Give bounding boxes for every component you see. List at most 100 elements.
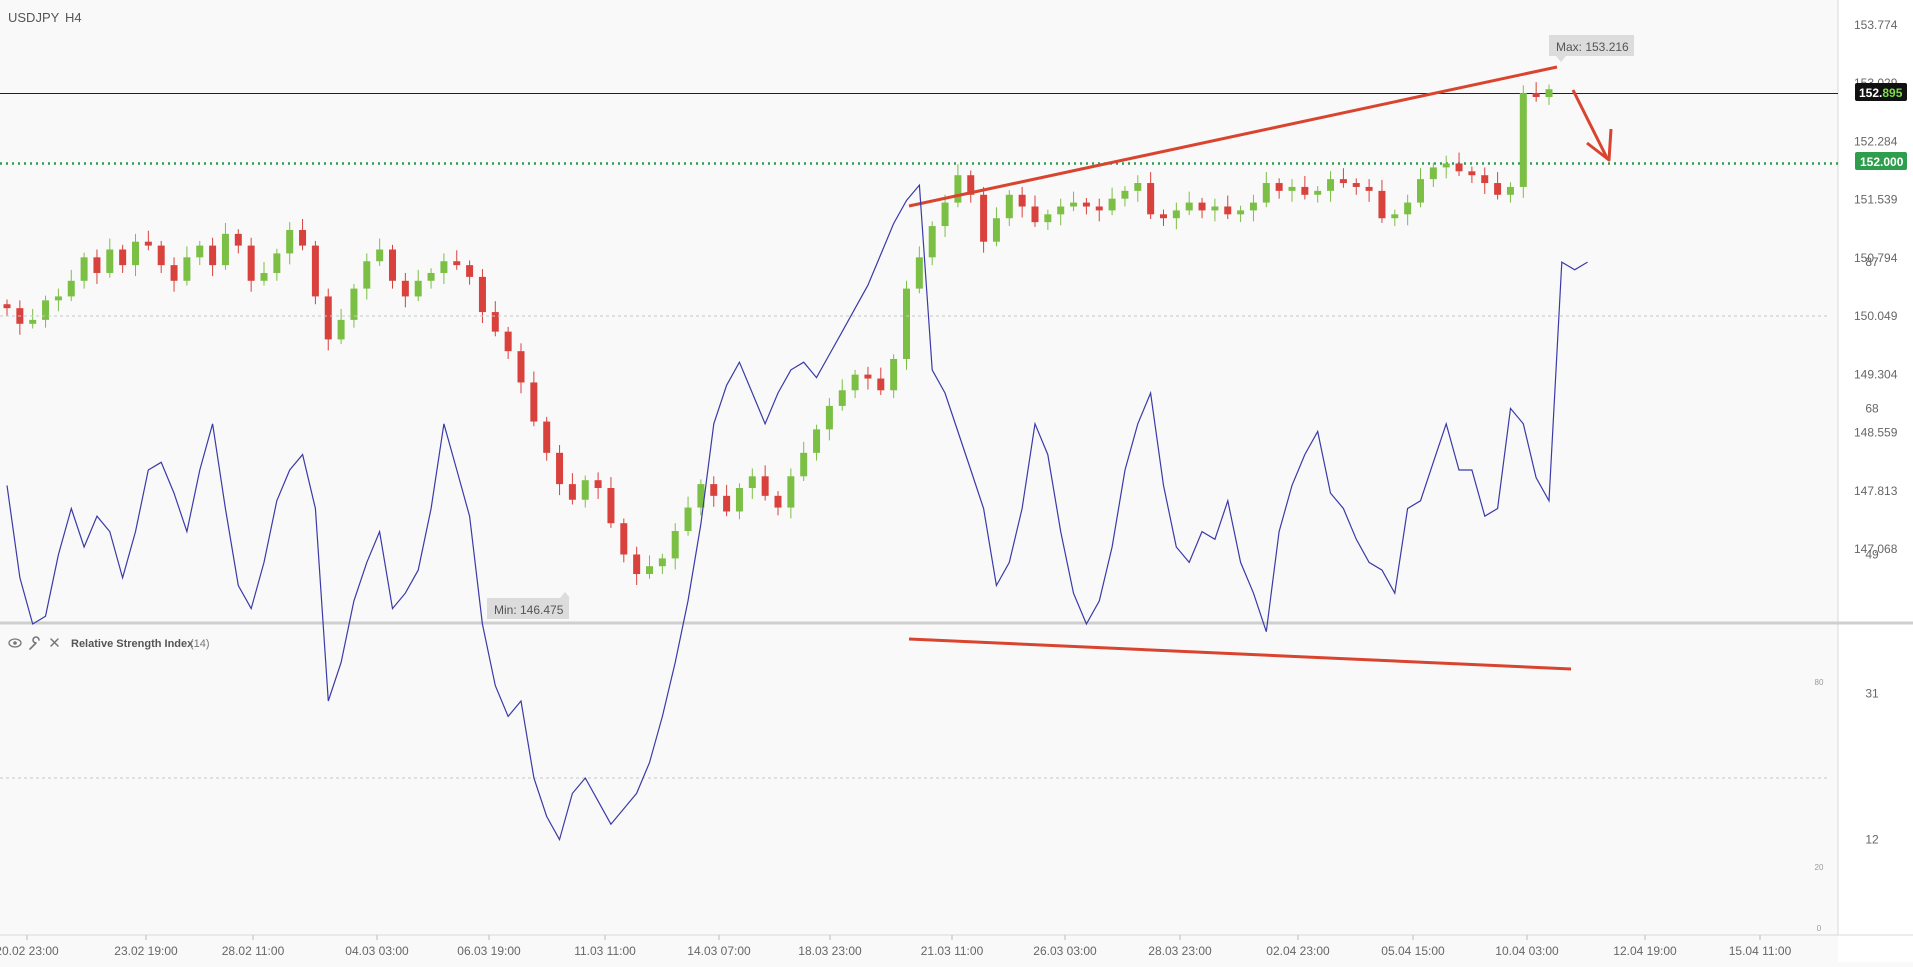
time-tick-label: 04.03 03:00: [345, 944, 409, 958]
time-tick-label: 06.03 19:00: [457, 944, 521, 958]
candle-body: [1211, 206, 1218, 210]
rsi-oversold-label: 20: [1815, 863, 1824, 872]
candle-body: [492, 312, 499, 332]
candle-body: [81, 257, 88, 280]
candle-body: [646, 566, 653, 574]
time-tick-label: 12.04 19:00: [1613, 944, 1677, 958]
candle-body: [286, 230, 293, 253]
candle-body: [685, 508, 692, 531]
candle-body: [196, 246, 203, 258]
candle-body: [68, 281, 75, 297]
candle-body: [954, 175, 961, 202]
candle-body: [826, 406, 833, 429]
candle-body: [1314, 191, 1321, 195]
candle-body: [248, 246, 255, 281]
candle-body: [1006, 195, 1013, 218]
candle-body: [29, 320, 36, 324]
time-tick-label: 11.03 11:00: [574, 944, 636, 958]
candle-body: [312, 246, 319, 297]
candle-body: [55, 296, 62, 300]
price-tick-label: 153.774: [1854, 18, 1898, 32]
candle-body: [1417, 179, 1424, 202]
candle-body: [787, 476, 794, 507]
candle-body: [1378, 191, 1385, 218]
candle-body: [363, 261, 370, 288]
candle-body: [595, 480, 602, 488]
candle-body: [942, 203, 949, 226]
candle-body: [1289, 187, 1296, 191]
rsi-tick-label: 68: [1865, 401, 1879, 415]
candle-body: [145, 242, 152, 246]
candle-body: [1237, 210, 1244, 214]
candle-body: [158, 246, 165, 266]
candle-body: [582, 480, 589, 500]
candle-body: [852, 375, 859, 391]
rsi-param: (14): [190, 638, 210, 650]
candle-body: [890, 359, 897, 390]
candle-body: [659, 558, 666, 566]
candle-body: [1391, 214, 1398, 218]
rsi-title: Relative Strength Index: [71, 638, 194, 650]
candle-body: [171, 265, 178, 281]
min-label: Min: 146.475: [494, 603, 564, 617]
candle-body: [1494, 183, 1501, 195]
candle-body: [749, 476, 756, 488]
rsi-tick-label: 12: [1865, 833, 1879, 847]
candle-body: [518, 351, 525, 382]
candle-body: [839, 390, 846, 406]
candle-body: [1468, 171, 1475, 175]
time-tick-label: 26.03 03:00: [1033, 944, 1097, 958]
candle-body: [1186, 203, 1193, 211]
candle-body: [1160, 214, 1167, 218]
candle-body: [1083, 203, 1090, 207]
candle-body: [338, 320, 345, 340]
candle-body: [1250, 203, 1257, 211]
candle-body: [710, 484, 717, 496]
candle-body: [633, 554, 640, 574]
candle-body: [209, 246, 216, 266]
price-tick-label: 151.539: [1854, 193, 1898, 207]
candle-body: [530, 382, 537, 421]
candle-body: [235, 234, 242, 246]
time-tick-label: 28.02 11:00: [222, 944, 285, 958]
candle-body: [929, 226, 936, 257]
candle-body: [440, 261, 447, 273]
candle-body: [1301, 187, 1308, 195]
candle: [312, 241, 319, 304]
level-price-text: 152.000: [1860, 155, 1904, 169]
rsi-zero-label: 0: [1817, 924, 1822, 933]
time-tick-label: 20.02 23:00: [0, 944, 59, 958]
candle-body: [1044, 214, 1051, 222]
price-tick-label: 147.813: [1854, 484, 1898, 498]
candle-body: [376, 250, 383, 262]
candle-body: [1263, 183, 1270, 203]
candle-body: [903, 289, 910, 359]
candle-body: [119, 250, 126, 266]
symbol-label: USDJPY: [8, 10, 60, 25]
max-label: Max: 153.216: [1556, 40, 1629, 54]
time-tick-label: 02.04 23:00: [1266, 944, 1330, 958]
time-tick-label: 21.03 11:00: [921, 944, 984, 958]
price-tick-label: 150.049: [1854, 309, 1898, 323]
candle-body: [1507, 187, 1514, 195]
price-tick-label: 152.284: [1854, 134, 1898, 148]
candle-body: [132, 242, 139, 265]
time-tick-label: 15.04 11:00: [1729, 944, 1792, 958]
candle-body: [402, 281, 409, 297]
candle-body: [261, 273, 268, 281]
price-tick-label: 148.559: [1854, 426, 1898, 440]
candle-body: [1121, 191, 1128, 199]
candle-body: [1340, 179, 1347, 183]
candle-body: [1546, 89, 1553, 97]
candle-body: [736, 488, 743, 511]
candle-body: [800, 453, 807, 476]
candle-body: [620, 523, 627, 554]
time-tick-label: 10.04 03:00: [1495, 944, 1559, 958]
candle-body: [1134, 183, 1141, 191]
candle-body: [222, 234, 229, 265]
rsi-overbought-label: 80: [1815, 678, 1824, 687]
candle-body: [1327, 179, 1334, 191]
